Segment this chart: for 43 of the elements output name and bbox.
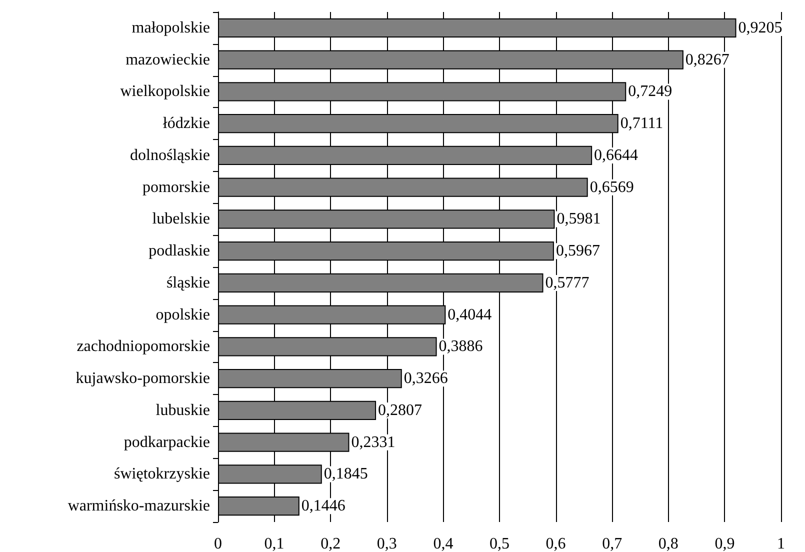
data-label: 0,2807 [378,402,422,419]
data-label: 0,5981 [556,210,601,228]
y-tick-label: świętokrzyskie [114,466,210,483]
y-tick-label: lubuskie [156,402,210,419]
x-tick-label: 0,9 [714,536,735,552]
y-tick-label: wielkopolskie [120,83,210,100]
y-tick-label: opolskie [156,306,210,324]
y-tick-label: pomorskie [142,178,210,196]
data-label: 0,1845 [324,466,368,483]
y-tick-label: małopolskie [132,19,210,36]
data-label: 0,5777 [545,274,590,292]
x-tick-label: 0,2 [320,536,341,552]
x-tick-label: 0,4 [433,536,454,552]
y-tick-label: podkarpackie [124,434,210,451]
data-label: 0,7249 [628,83,672,100]
y-tick-label: dolnośląskie [130,146,210,164]
data-label: 0,2331 [351,434,396,451]
y-tick-label: śląskie [166,274,210,292]
data-label: 0,3266 [404,370,448,388]
y-tick-label: zachodniopomorskie [76,338,210,356]
data-label: 0,9205 [738,19,782,36]
x-tick-label: 0 [214,536,222,552]
y-tick-label: mazowieckie [126,51,210,68]
data-label: 0,6569 [590,178,634,196]
y-tick-label: warmińsko-mazurskie [68,498,210,515]
y-tick-label: kujawsko-pomorskie [76,370,210,388]
x-tick-label: 0,5 [490,536,510,552]
x-tick-label: 0,3 [376,536,397,552]
x-tick-label: 0,7 [602,536,622,552]
data-label: 0,1446 [301,498,346,515]
data-label: 0,4044 [448,306,492,324]
data-label: 0,8267 [685,51,730,68]
x-tick-label: 0,8 [658,536,678,552]
x-tick-label: 1 [777,536,785,552]
y-tick-label: łódzkie [162,115,210,132]
data-label: 0,7111 [620,115,664,132]
data-label: 0,3886 [438,338,483,356]
data-label: 0,5967 [556,242,600,260]
x-tick-label: 0,1 [264,536,284,552]
data-label: 0,6644 [594,146,638,164]
x-tick-label: 0,6 [546,536,566,552]
y-tick-label: podlaskie [148,242,210,260]
y-tick-label: lubelskie [152,210,210,228]
